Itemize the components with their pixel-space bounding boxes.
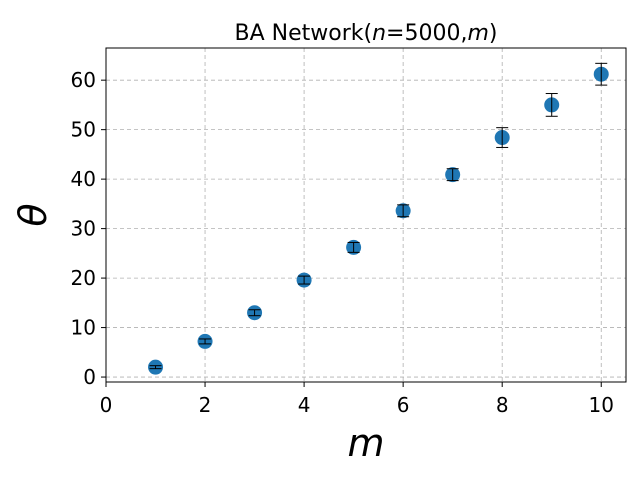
- y-tick-label: 20: [71, 266, 96, 290]
- error-bar: [397, 204, 410, 218]
- x-tick-label: 2: [199, 393, 212, 417]
- x-tick-label: 10: [589, 393, 614, 417]
- error-bars: [149, 62, 608, 370]
- x-axis-label: m: [347, 421, 384, 465]
- y-tick-label: 60: [71, 68, 96, 92]
- y-tick-label: 30: [71, 217, 96, 241]
- y-axis-label: θ: [11, 203, 55, 226]
- error-bar: [248, 309, 261, 317]
- error-bar: [298, 275, 311, 285]
- error-bar: [496, 127, 509, 148]
- error-bar: [545, 93, 558, 117]
- error-bar: [347, 241, 360, 253]
- plot-frame: [105, 47, 627, 383]
- x-tick-label: 8: [496, 393, 509, 417]
- error-bar: [199, 338, 212, 345]
- x-tick-label: 0: [100, 393, 113, 417]
- y-tick-label: 0: [83, 365, 96, 389]
- error-bar: [446, 168, 459, 182]
- y-tick-label: 50: [71, 118, 96, 142]
- x-tick-label: 6: [397, 393, 410, 417]
- error-bar: [149, 365, 162, 370]
- y-tick-label: 10: [71, 316, 96, 340]
- chart-title: BA Network(n=5000,m): [235, 21, 498, 46]
- grid-lines: [105, 48, 626, 382]
- axis-ticks: 0 2 4 6 8 10 0 10 20 30 40 50 60: [71, 68, 614, 417]
- x-tick-label: 4: [298, 393, 311, 417]
- error-bar: [595, 62, 608, 86]
- y-tick-label: 40: [71, 167, 96, 191]
- data-points: [148, 66, 609, 375]
